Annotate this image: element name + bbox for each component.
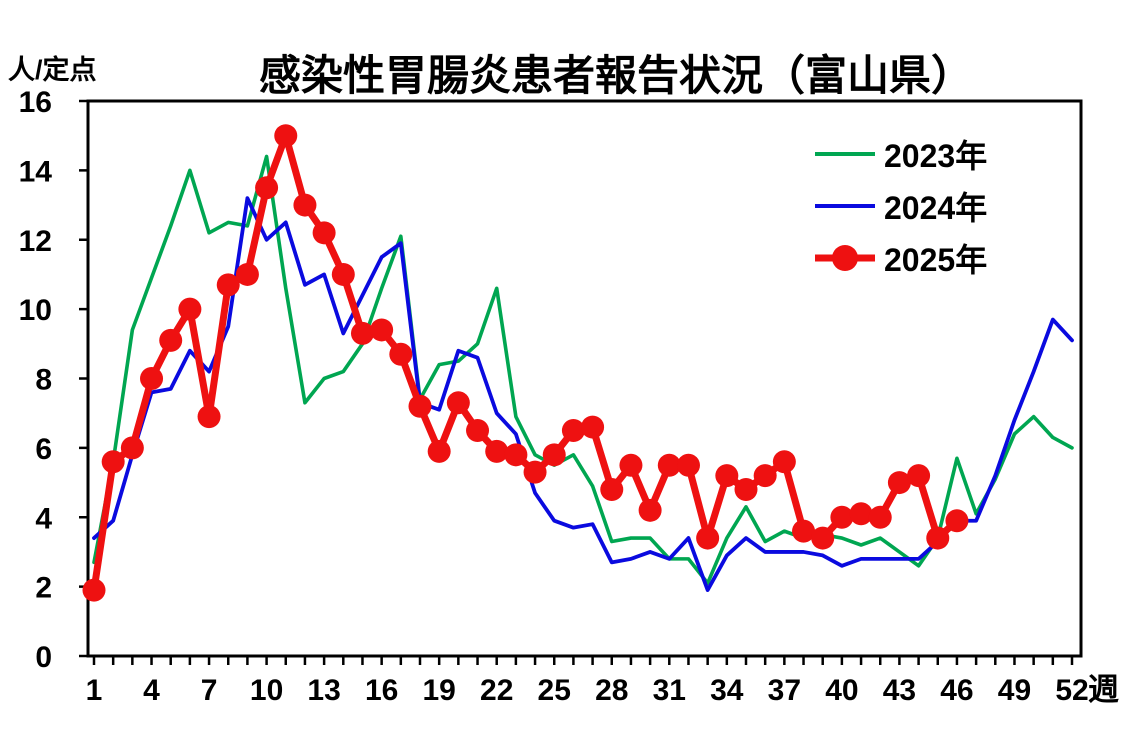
svg-text:19: 19: [422, 674, 455, 707]
svg-text:7: 7: [201, 674, 218, 707]
y-axis-unit-label: 人/定点: [8, 55, 97, 85]
svg-text:52: 52: [1055, 674, 1088, 707]
legend-line-2024-icon: [815, 204, 875, 208]
svg-text:28: 28: [595, 674, 628, 707]
svg-text:10: 10: [19, 294, 52, 327]
svg-text:16: 16: [19, 86, 52, 119]
x-axis-unit-label: 週: [1088, 672, 1119, 707]
legend-label-2024: 2024年: [884, 190, 988, 226]
svg-text:22: 22: [480, 674, 513, 707]
svg-text:10: 10: [250, 674, 283, 707]
legend-label-2023: 2023年: [884, 138, 988, 174]
svg-text:43: 43: [883, 674, 916, 707]
svg-text:2: 2: [35, 572, 52, 605]
svg-text:14: 14: [19, 155, 53, 188]
svg-text:31: 31: [653, 674, 686, 707]
svg-text:6: 6: [35, 433, 52, 466]
legend-item-2024: 2024年: [812, 180, 987, 232]
svg-text:49: 49: [998, 674, 1031, 707]
svg-text:8: 8: [35, 364, 52, 397]
svg-text:34: 34: [710, 674, 744, 707]
legend: 2023年 2024年 2025年: [812, 128, 987, 284]
legend-label-2025: 2025年: [884, 242, 988, 278]
svg-text:4: 4: [35, 502, 52, 535]
legend-line-2023-icon: [815, 152, 875, 156]
svg-text:25: 25: [538, 674, 571, 707]
legend-item-2023: 2023年: [812, 128, 987, 180]
svg-text:37: 37: [768, 674, 801, 707]
svg-text:1: 1: [86, 674, 103, 707]
legend-line-2025-icon: [815, 245, 875, 271]
svg-text:12: 12: [19, 225, 52, 258]
chart-title: 感染性胃腸炎患者報告状況（富山県）: [258, 52, 973, 99]
svg-text:0: 0: [35, 641, 52, 674]
svg-text:16: 16: [365, 674, 398, 707]
svg-text:46: 46: [940, 674, 973, 707]
svg-text:40: 40: [825, 674, 858, 707]
svg-text:13: 13: [307, 674, 340, 707]
svg-text:4: 4: [143, 674, 160, 707]
legend-item-2025: 2025年: [812, 232, 987, 284]
